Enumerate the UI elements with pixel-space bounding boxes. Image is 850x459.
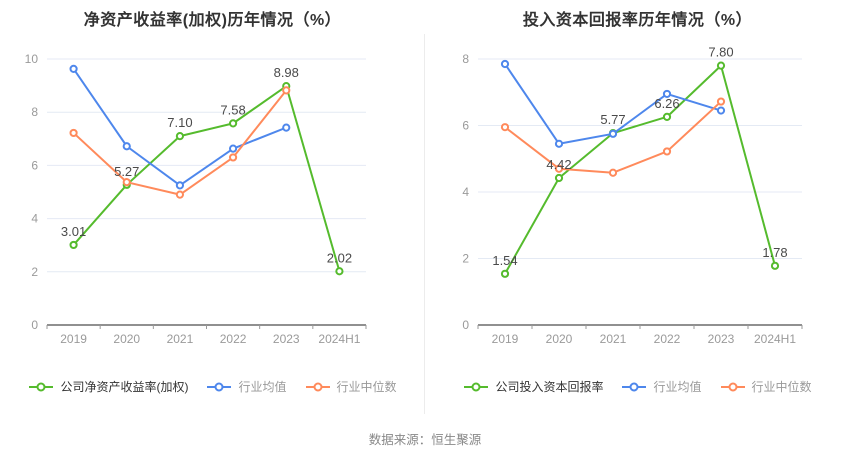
line-marker-icon <box>622 382 647 391</box>
svg-text:1.54: 1.54 <box>492 253 517 268</box>
legend-item-industry-mean[interactable]: 行业均值 <box>621 378 702 395</box>
svg-text:2024H1: 2024H1 <box>318 332 360 346</box>
svg-text:6: 6 <box>462 119 469 133</box>
svg-text:5.27: 5.27 <box>114 164 139 179</box>
roe-chart-title: 净资产收益率(加权)历年情况（%） <box>83 12 342 29</box>
svg-text:0: 0 <box>31 318 38 332</box>
legend-item-company-roic[interactable]: 公司投入资本回报率 <box>463 378 603 395</box>
svg-text:2020: 2020 <box>546 332 573 346</box>
legend-label: 行业均值 <box>238 380 287 394</box>
svg-text:7.80: 7.80 <box>708 45 733 60</box>
svg-text:0: 0 <box>462 318 469 332</box>
roic-chart-panel: 投入资本回报率历年情况（%） 0 2 4 6 8 2019 2020 2021 2022 2023… <box>425 0 850 459</box>
line-marker-icon <box>464 382 489 391</box>
panel-divider <box>424 34 425 414</box>
svg-text:5.77: 5.77 <box>600 112 625 127</box>
svg-text:2019: 2019 <box>60 332 87 346</box>
svg-text:2022: 2022 <box>220 332 247 346</box>
svg-text:7.58: 7.58 <box>220 102 245 117</box>
svg-text:2023: 2023 <box>273 332 300 346</box>
legend-label: 公司投入资本回报率 <box>495 380 604 394</box>
svg-text:10: 10 <box>25 52 39 66</box>
roic-legend: 公司投入资本回报率 行业均值 行业中位数 <box>425 378 850 395</box>
line-marker-icon <box>207 382 232 391</box>
roe-line-chart[interactable]: 0 2 4 6 8 10 2019 2020 2021 2022 2023 2024H1 3.01 5.2… <box>0 30 425 360</box>
legend-item-company-roe[interactable]: 公司净资产收益率(加权) <box>28 378 188 395</box>
roe-chart-panel: 净资产收益率(加权)历年情况（%） 0 2 4 6 8 10 2019 2020 2021 202… <box>0 12 425 395</box>
legend-label: 行业中位数 <box>751 380 812 394</box>
svg-text:2: 2 <box>462 252 469 266</box>
legend-item-industry-median[interactable]: 行业中位数 <box>305 378 397 395</box>
legend-item-industry-median[interactable]: 行业中位数 <box>720 378 812 395</box>
line-marker-icon <box>720 382 745 391</box>
svg-text:8: 8 <box>462 52 469 66</box>
svg-text:2022: 2022 <box>654 332 681 346</box>
svg-text:1.78: 1.78 <box>762 245 787 260</box>
svg-text:2023: 2023 <box>708 332 735 346</box>
roic-chart-title: 投入资本回报率历年情况（%） <box>522 12 753 29</box>
svg-text:6.26: 6.26 <box>654 96 679 111</box>
svg-text:2021: 2021 <box>167 332 194 346</box>
svg-text:4.42: 4.42 <box>546 157 571 172</box>
data-source-note: 数据来源：恒生聚源 <box>368 433 482 447</box>
svg-text:2: 2 <box>31 265 38 279</box>
roe-legend: 公司净资产收益率(加权) 行业均值 行业中位数 <box>0 378 425 395</box>
svg-text:4: 4 <box>31 212 38 226</box>
svg-text:2024H1: 2024H1 <box>754 332 796 346</box>
legend-item-industry-mean[interactable]: 行业均值 <box>206 378 287 395</box>
legend-label: 行业均值 <box>653 380 702 394</box>
svg-text:4: 4 <box>462 185 469 199</box>
svg-text:2019: 2019 <box>492 332 519 346</box>
legend-label: 行业中位数 <box>336 380 397 394</box>
line-marker-icon <box>305 382 330 391</box>
svg-text:8.98: 8.98 <box>274 65 299 80</box>
svg-text:2.02: 2.02 <box>327 250 352 265</box>
svg-text:2021: 2021 <box>600 332 627 346</box>
roic-line-chart[interactable]: 0 2 4 6 8 2019 2020 2021 2022 2023 2024H1 1.54 4.42 5… <box>425 30 850 360</box>
svg-text:8: 8 <box>31 105 38 119</box>
svg-text:3.01: 3.01 <box>61 224 86 239</box>
svg-text:7.10: 7.10 <box>167 115 192 130</box>
legend-label: 公司净资产收益率(加权) <box>60 380 189 394</box>
svg-text:6: 6 <box>31 158 38 172</box>
line-marker-icon <box>29 382 54 391</box>
svg-text:2020: 2020 <box>113 332 140 346</box>
